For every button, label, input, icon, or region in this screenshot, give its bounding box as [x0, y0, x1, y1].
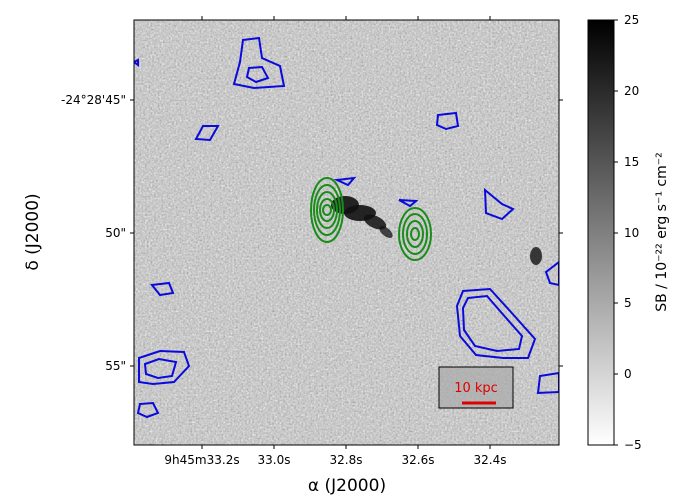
x-axis-title: α (J2000): [308, 476, 386, 496]
y-tick-label: 50": [105, 226, 126, 240]
y-tick-label: -24°28'45": [61, 93, 126, 107]
colorbar: 25 20 15 10 5 0 −5 SB / 10⁻²² erg s⁻¹ cm…: [587, 13, 670, 452]
x-tick-label: 32.6s: [402, 453, 435, 467]
x-tick-label: 32.8s: [330, 453, 363, 467]
x-axis: [201, 16, 491, 449]
colorbar-tick-label: 10: [624, 226, 639, 240]
colorbar-tick-label: 25: [624, 13, 639, 27]
y-axis-title: δ (J2000): [23, 193, 43, 270]
scalebar-label: 10 kpc: [454, 381, 498, 396]
y-axis: [130, 99, 563, 367]
colorbar-tick-label: 20: [624, 84, 639, 98]
x-tick-label: 9h45m33.2s: [164, 453, 239, 467]
x-tick-label: 32.4s: [474, 453, 507, 467]
blue-contours: [134, 36, 559, 419]
colorbar-tick-label: 0: [624, 367, 632, 381]
y-tick-label: 55": [105, 359, 126, 373]
scalebar-box: [438, 366, 514, 409]
colorbar-gradient: [587, 19, 615, 446]
green-contours: [310, 177, 432, 261]
galaxy-emission: [331, 196, 542, 265]
scalebar: 10 kpc: [438, 366, 514, 409]
colorbar-tick-label: −5: [624, 438, 642, 452]
colorbar-tick-label: 5: [624, 296, 632, 310]
image-panel: 10 kpc: [133, 19, 560, 446]
colorbar-tick-label: 15: [624, 155, 639, 169]
colorbar-label: SB / 10⁻²² erg s⁻¹ cm⁻²: [654, 152, 670, 312]
x-tick-label: 33.0s: [258, 453, 291, 467]
